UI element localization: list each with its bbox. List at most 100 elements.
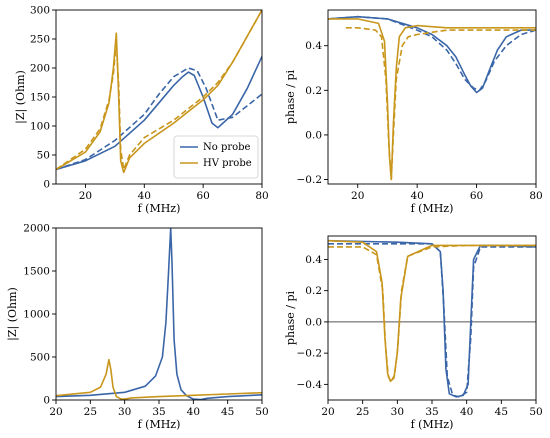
x-tick-label: 35 xyxy=(425,406,438,418)
axes-frame xyxy=(327,235,537,401)
axes-frame xyxy=(55,227,263,401)
x-tick: 45 xyxy=(495,400,508,418)
x-tick-label: 20 xyxy=(79,190,92,202)
y-tick-label: 0.2 xyxy=(305,85,322,97)
y-tick-label: 150 xyxy=(30,92,50,104)
y-tick-label: 0.4 xyxy=(305,40,322,52)
y-tick: 0.4 xyxy=(305,254,328,266)
x-tick-label: 40 xyxy=(138,190,151,202)
x-tick-label: 25 xyxy=(84,406,97,418)
series-line-4 xyxy=(56,10,262,171)
y-tick: 0 xyxy=(43,395,56,407)
x-axis-label: f (MHz) xyxy=(138,418,181,431)
y-tick-label: −0.2 xyxy=(297,174,323,186)
x-tick-label: 60 xyxy=(470,190,483,202)
x-tick-label: 30 xyxy=(391,406,404,418)
x-tick-label: 20 xyxy=(49,406,62,418)
legend: No probe HV probe xyxy=(173,135,259,179)
legend-label: HV probe xyxy=(203,158,252,169)
x-tick: 25 xyxy=(84,400,97,418)
x-tick: 60 xyxy=(196,184,210,202)
y-axis-label: |Z| (Ohm) xyxy=(6,287,20,341)
y-tick: 250 xyxy=(30,34,56,46)
x-tick: 45 xyxy=(221,400,234,418)
y-tick: 50 xyxy=(37,150,56,162)
chart-panel-4: 20 25 30 35 40 45 50 −0.4 −0.2 0.0 0.2 0.4 f (MHz) ph… xyxy=(284,235,543,431)
y-tick: 200 xyxy=(30,63,56,75)
x-tick-label: 80 xyxy=(529,190,542,202)
series-line-1 xyxy=(328,239,536,398)
y-tick-label: −0.2 xyxy=(297,348,323,360)
x-tick: 20 xyxy=(321,400,335,418)
y-tick-label: 200 xyxy=(30,63,50,75)
x-tick: 20 xyxy=(351,184,364,202)
y-axis-label: phase / pi xyxy=(284,69,297,124)
y-tick: 150 xyxy=(30,92,56,104)
x-tick-label: 80 xyxy=(255,190,268,202)
x-axis-label: f (MHz) xyxy=(411,202,454,215)
series-line-2 xyxy=(328,243,536,398)
x-tick-label: 60 xyxy=(196,190,209,202)
x-tick-label: 50 xyxy=(529,406,542,418)
y-tick-label: 0.2 xyxy=(305,285,322,297)
x-tick-label: 20 xyxy=(321,406,334,418)
x-tick: 80 xyxy=(255,184,269,202)
y-tick: −0.4 xyxy=(297,379,328,391)
x-tick: 20 xyxy=(79,184,92,202)
x-tick: 20 xyxy=(49,400,63,418)
y-tick-label: 100 xyxy=(30,121,50,133)
x-tick-label: 25 xyxy=(356,406,369,418)
x-tick-label: 30 xyxy=(118,406,131,418)
x-tick-label: 45 xyxy=(495,406,508,418)
x-tick: 30 xyxy=(118,400,131,418)
y-tick-label: 0.0 xyxy=(305,316,322,328)
x-tick-label: 20 xyxy=(351,190,364,202)
chart-panel-2: 20 40 60 80 −0.2 0.0 0.2 0.4 f (MHz) phase / pi xyxy=(284,9,543,215)
x-tick: 50 xyxy=(529,400,543,418)
y-tick-label: 250 xyxy=(30,34,50,46)
x-axis-label: f (MHz) xyxy=(411,418,454,431)
y-tick-label: 0.4 xyxy=(305,254,322,266)
y-tick: 0.2 xyxy=(305,85,328,97)
y-tick: 2000 xyxy=(23,223,56,235)
x-tick: 40 xyxy=(410,184,424,202)
series-line-2 xyxy=(328,15,536,92)
y-tick: −0.2 xyxy=(297,348,328,360)
y-tick: 500 xyxy=(30,352,56,364)
series-line-3 xyxy=(56,10,262,174)
series-line-4 xyxy=(328,244,536,383)
y-tick: 100 xyxy=(30,121,56,133)
series-line-2 xyxy=(56,67,262,171)
x-tick: 35 xyxy=(425,400,439,418)
y-tick: 300 xyxy=(30,5,56,17)
y-tick: 0.0 xyxy=(305,129,328,141)
y-tick: 1500 xyxy=(23,266,56,278)
x-tick: 25 xyxy=(356,400,369,418)
series-line-3 xyxy=(328,18,536,181)
x-axis-label: f (MHz) xyxy=(138,202,181,215)
y-tick-label: 1000 xyxy=(23,309,50,321)
chart-panel-1: 20 40 60 80 0 50 100 150 200 250 300 f (MHz) |Z| (Oh… xyxy=(14,5,269,216)
series-line-4 xyxy=(345,27,536,181)
y-tick: −0.2 xyxy=(297,174,328,186)
y-tick-label: 300 xyxy=(30,5,50,17)
x-tick: 80 xyxy=(529,184,543,202)
y-tick-label: 0 xyxy=(43,179,50,191)
x-tick: 40 xyxy=(138,184,151,202)
y-tick-label: 50 xyxy=(37,150,50,162)
series-line-3 xyxy=(328,239,536,383)
y-tick-label: 0 xyxy=(43,395,50,407)
y-tick: 1000 xyxy=(23,309,56,321)
y-tick-label: −0.4 xyxy=(297,379,323,391)
series-line-1 xyxy=(328,15,536,94)
axes-frame xyxy=(327,9,537,185)
y-tick-label: 1500 xyxy=(23,266,50,278)
x-tick-label: 45 xyxy=(221,406,234,418)
y-tick: 0.2 xyxy=(305,285,328,297)
x-tick: 35 xyxy=(152,400,166,418)
y-axis-label: |Z| (Ohm) xyxy=(14,70,28,124)
x-tick-label: 40 xyxy=(187,406,200,418)
y-tick-label: 0.0 xyxy=(305,129,322,141)
